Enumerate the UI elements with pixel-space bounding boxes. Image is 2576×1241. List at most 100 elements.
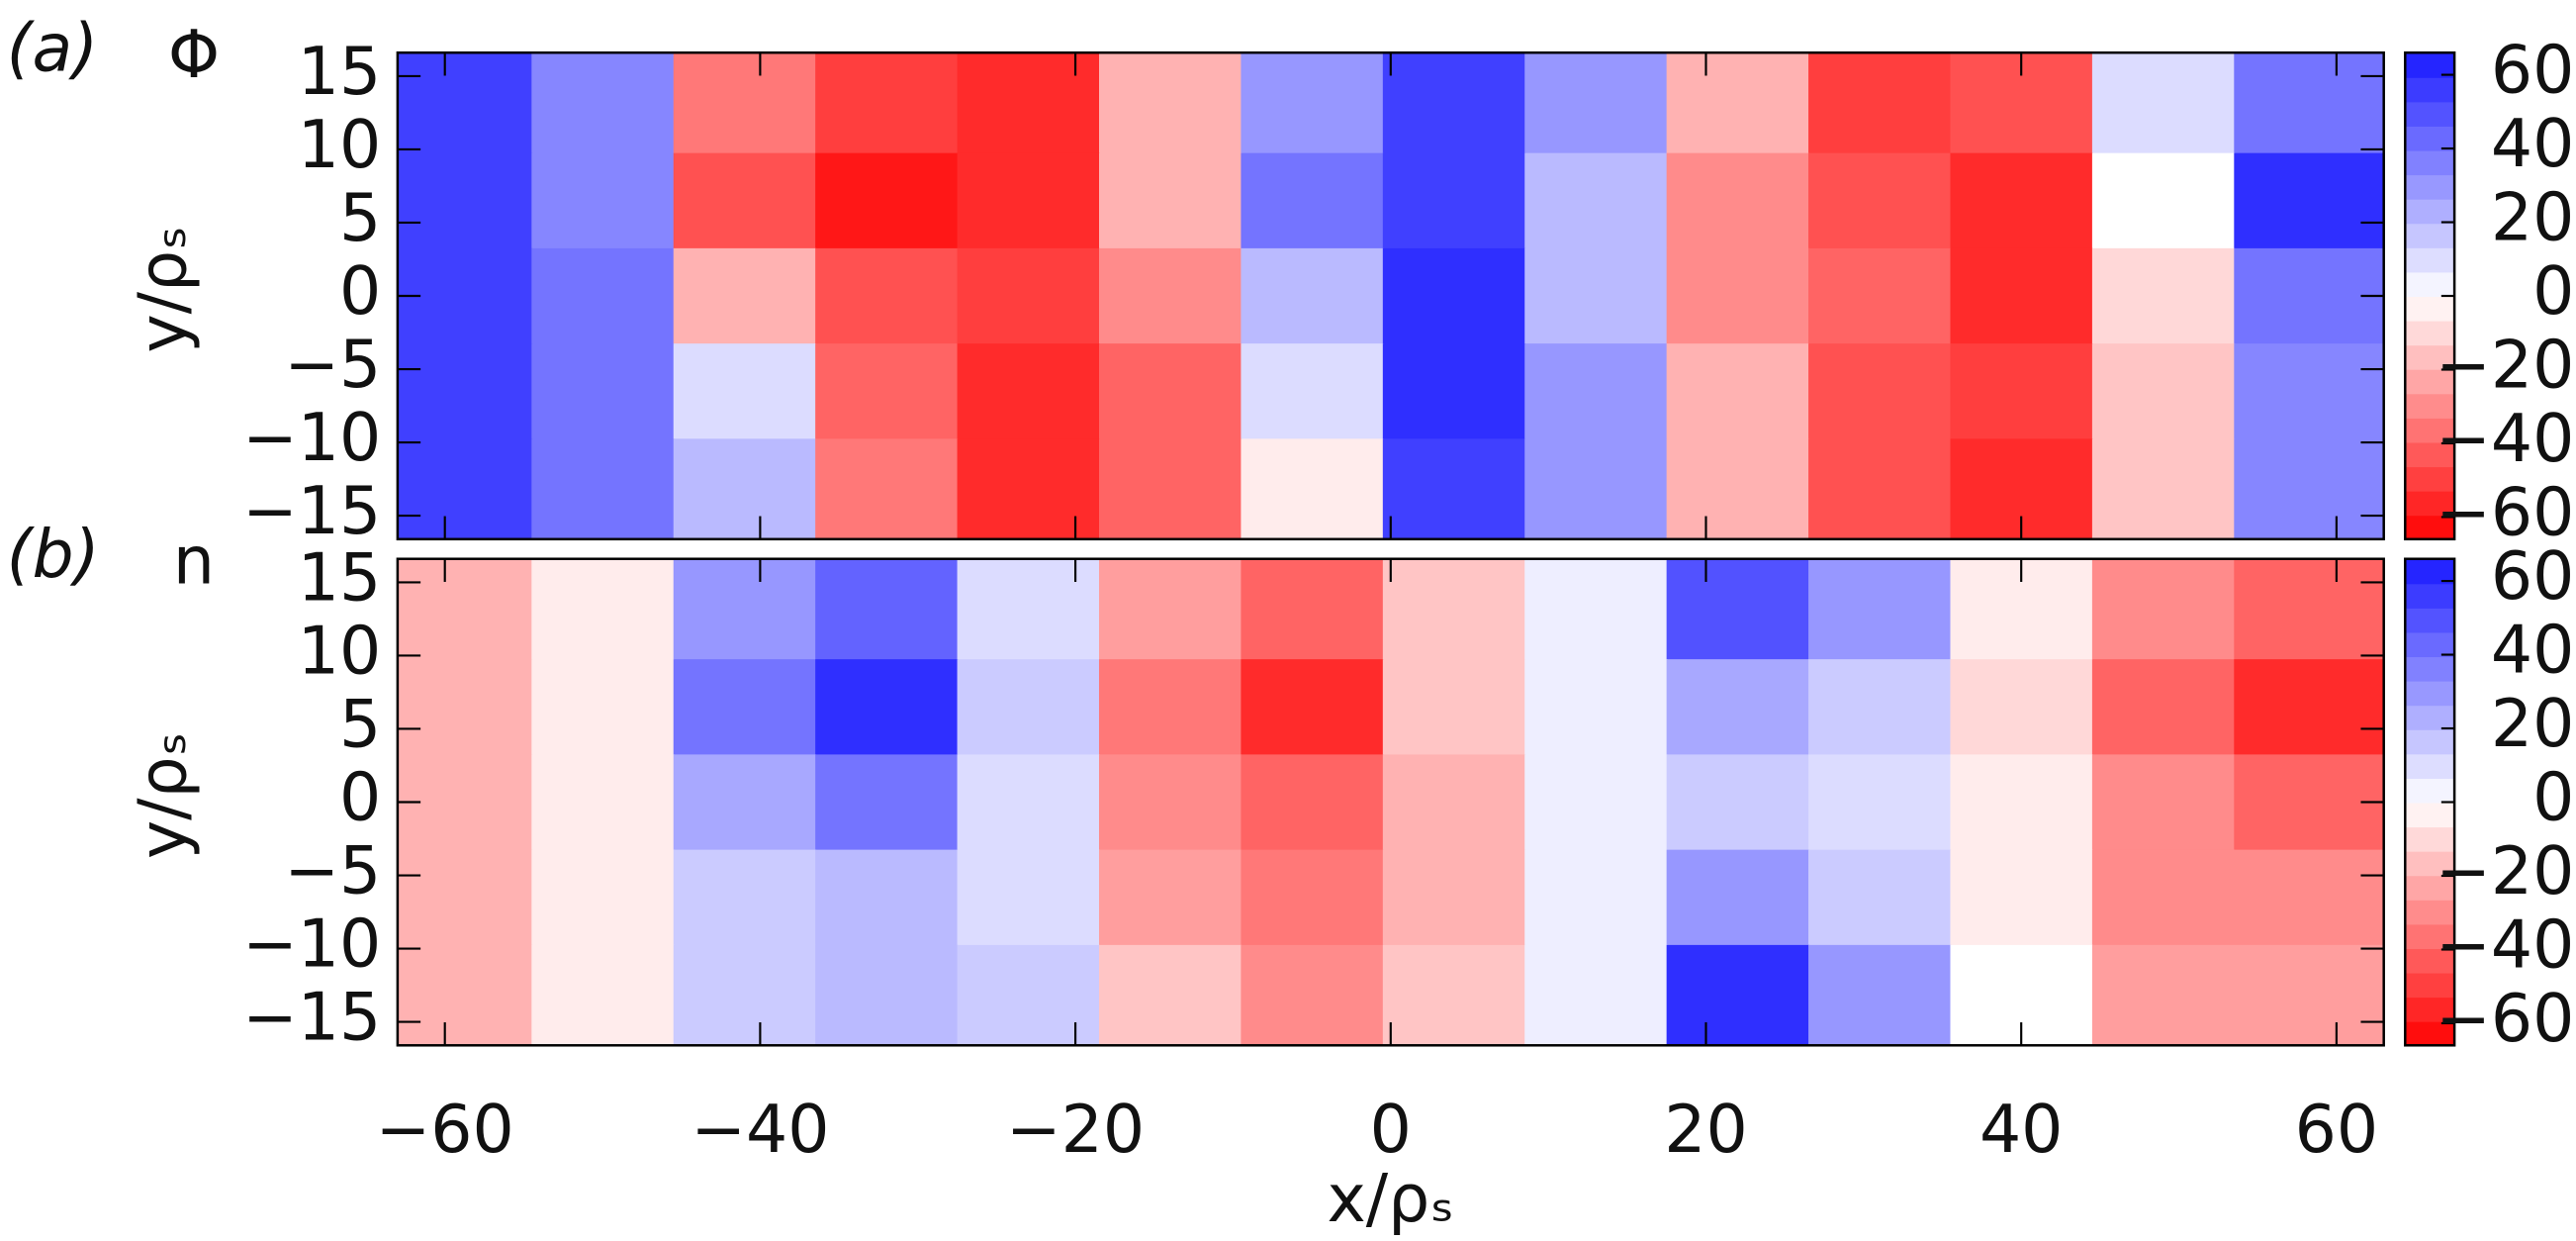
y-tick-label: 15 [298, 33, 381, 110]
heatmap-cell [815, 944, 959, 1047]
heatmap-cell [815, 52, 959, 154]
heatmap-cell [1950, 754, 2093, 851]
heatmap-cell [1098, 52, 1242, 154]
colorbar-step [2405, 393, 2455, 419]
heatmap-cell [1382, 52, 1526, 154]
colorbar-step [2405, 417, 2455, 443]
heatmap-cell [1808, 438, 1952, 540]
heatmap-cell [1524, 52, 1668, 154]
panel-title: Φ [168, 16, 220, 93]
heatmap-cell [1950, 659, 2093, 756]
x-axis-label: x/ρₛ [1327, 1160, 1454, 1237]
heatmap-cell [673, 754, 817, 851]
heatmap-cell [957, 152, 1100, 249]
heatmap-cell [1382, 343, 1526, 440]
heatmap-cell [2234, 438, 2385, 540]
x-tick-label: 20 [1664, 1091, 1748, 1168]
heatmap-cell [2234, 343, 2385, 440]
heatmap-cell [1382, 849, 1526, 946]
heatmap-cell [957, 944, 1100, 1047]
colorbar-step [2405, 76, 2455, 103]
heatmap-cell [2091, 754, 2236, 851]
heatmap-cell [673, 52, 817, 154]
y-tick-label: 5 [339, 686, 381, 763]
heatmap-cell [1808, 754, 1952, 851]
colorbar-tick-label: −60 [2436, 474, 2574, 551]
heatmap-cell [1666, 247, 1810, 345]
x-tick-label: −40 [690, 1091, 829, 1168]
heatmap-cell [1098, 558, 1242, 661]
heatmap-cell [1666, 52, 1810, 154]
colorbar-step [2405, 728, 2455, 755]
heatmap-cell [1098, 343, 1242, 440]
heatmap-cell [1382, 247, 1526, 345]
heatmap-cell [957, 849, 1100, 946]
heatmap-cell [673, 849, 817, 946]
heatmap-cell [1382, 944, 1526, 1047]
heatmap-cell [397, 558, 533, 661]
heatmap-cell [1808, 849, 1952, 946]
colorbar-step [2405, 441, 2455, 468]
y-tick-label: −5 [284, 832, 381, 909]
colorbar-step [2405, 899, 2455, 925]
heatmap-cell [2091, 52, 2236, 154]
x-tick-label: 40 [1979, 1091, 2064, 1168]
colorbar-step [2405, 125, 2455, 151]
heatmap-cell [531, 944, 675, 1047]
heatmap-cell [673, 247, 817, 345]
heatmap-cell [1241, 438, 1384, 540]
colorbar-step [2405, 198, 2455, 225]
heatmap-cell [397, 343, 533, 440]
colorbar-step [2405, 101, 2455, 127]
colorbar-step [2405, 705, 2455, 730]
heatmap-cell [397, 152, 533, 249]
colorbar-step [2405, 271, 2455, 298]
heatmap-cell [1098, 247, 1242, 345]
heatmap-cell [1666, 754, 1810, 851]
heatmap-cell [1241, 754, 1384, 851]
heatmap-cell [2234, 247, 2385, 345]
colorbar-step [2405, 947, 2455, 974]
heatmap-cell [531, 754, 675, 851]
colorbar-step [2405, 875, 2455, 901]
heatmap-cell [815, 754, 959, 851]
heatmap-cell [1241, 558, 1384, 661]
colorbar-step [2405, 753, 2455, 779]
colorbar-step [2405, 515, 2455, 540]
heatmap-cell [1098, 944, 1242, 1047]
colorbar-step [2405, 223, 2455, 248]
heatmap-cell [1808, 558, 1952, 661]
colorbar-step [2405, 296, 2455, 322]
heatmap-cell [1241, 247, 1384, 345]
colorbar-step [2405, 777, 2455, 804]
heatmap-cell [531, 152, 675, 249]
y-tick-label: 15 [298, 538, 381, 616]
colorbar-step [2405, 923, 2455, 949]
heatmap-cell [957, 52, 1100, 154]
x-tick-label: −20 [1006, 1091, 1145, 1168]
heatmap-cell [1098, 438, 1242, 540]
heatmap-cell [1808, 152, 1952, 249]
heatmap-cell [1524, 558, 1668, 661]
colorbar-step [2405, 490, 2455, 517]
colorbar-tick-label: 60 [2491, 537, 2575, 615]
heatmap-cell [1666, 152, 1810, 249]
heatmap-cell [1241, 944, 1384, 1047]
x-tick-label: 0 [1370, 1091, 1412, 1168]
heatmap-cell [531, 52, 675, 154]
heatmap-cell [397, 849, 533, 946]
heatmap-cell [2091, 944, 2236, 1047]
heatmap-cell [673, 438, 817, 540]
colorbar-step [2405, 174, 2455, 200]
heatmap-cell [531, 849, 675, 946]
panel-label: (a) [7, 9, 99, 86]
heatmap-cell [957, 659, 1100, 756]
heatmap-cell [1524, 152, 1668, 249]
heatmap-cell [2234, 152, 2385, 249]
colorbar-step [2405, 368, 2455, 395]
heatmap-cell [1241, 52, 1384, 154]
y-tick-label: −5 [284, 326, 381, 403]
heatmap-cell [1666, 438, 1810, 540]
colorbar-tick-label: −20 [2436, 832, 2574, 909]
